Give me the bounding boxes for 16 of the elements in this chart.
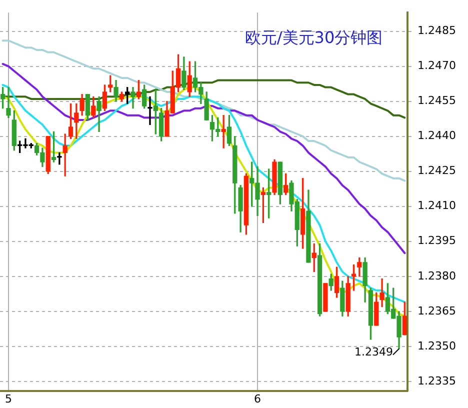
y-tick-label: 1.2395	[418, 234, 456, 248]
y-tick-label: 1.2410	[418, 199, 456, 212]
y-tick-label: 1.2425	[418, 164, 456, 178]
y-tick-label: 1.2335	[418, 374, 456, 388]
x-tick-label: 6	[254, 392, 262, 406]
x-tick-label: 5	[4, 392, 12, 406]
y-tick-label: 1.2365	[418, 304, 456, 318]
candlestick	[323, 283, 328, 312]
y-tick-label: 1.2440	[418, 129, 456, 142]
y-tick-label: 1.2485	[418, 24, 456, 38]
y-tick-label: 1.2350	[418, 339, 456, 352]
y-tick-label: 1.2470	[418, 59, 456, 72]
y-tick-label: 1.2455	[418, 94, 456, 108]
y-tick-label: 1.2380	[418, 269, 456, 282]
annotation: 1.2349	[354, 346, 394, 359]
text: 欧元/美元30分钟图	[244, 28, 383, 47]
